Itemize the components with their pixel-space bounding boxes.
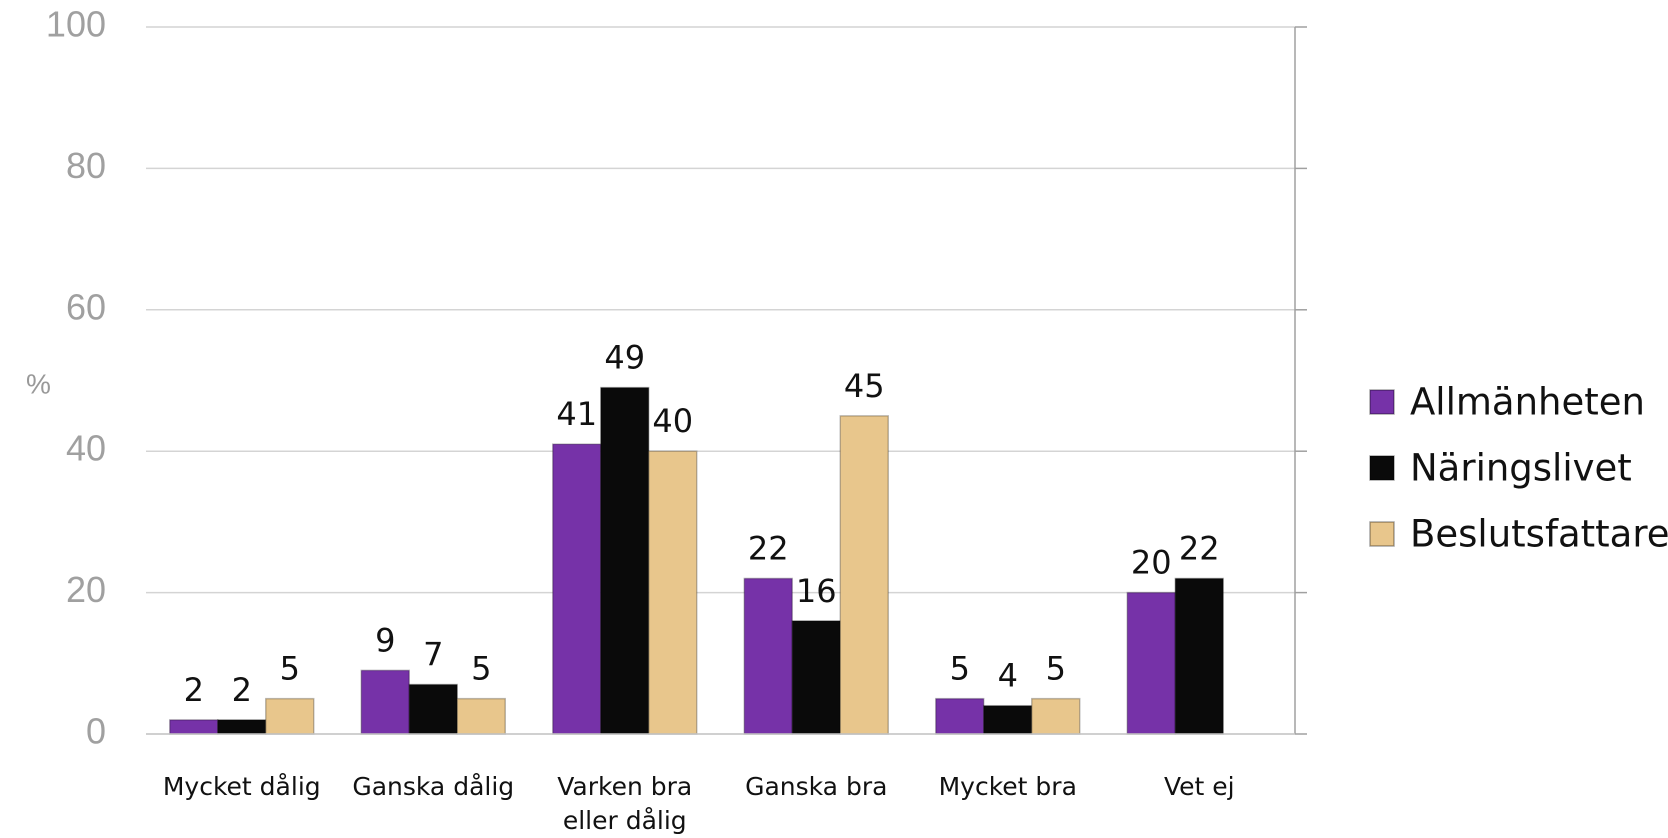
data-label: 22	[1179, 529, 1220, 567]
data-label: 41	[556, 395, 597, 433]
data-label: 2	[184, 671, 204, 709]
bar	[935, 697, 985, 735]
bar	[600, 386, 650, 735]
bar	[1126, 591, 1176, 735]
x-tick-label: Mycket dålig	[162, 772, 321, 801]
data-label: 20	[1131, 544, 1172, 582]
bar	[265, 697, 315, 735]
bar	[791, 620, 841, 735]
x-tick-label: Ganska dålig	[352, 772, 515, 801]
data-label: 40	[652, 402, 693, 440]
legend-label: Allmänheten	[1410, 381, 1645, 424]
bar	[456, 697, 506, 735]
bar	[1031, 697, 1081, 735]
data-label: 22	[748, 529, 789, 567]
data-label: 4	[998, 657, 1018, 695]
bar	[839, 415, 889, 735]
legend-label: Näringslivet	[1410, 447, 1632, 490]
legend-swatch	[1369, 389, 1395, 415]
x-tick-label: Varken bra eller dålig	[557, 772, 693, 835]
data-label: 5	[950, 650, 970, 688]
legend-swatch	[1369, 521, 1395, 547]
bar	[983, 704, 1033, 735]
data-label: 9	[375, 621, 395, 659]
bar	[648, 450, 698, 735]
y-tick-label: 20	[66, 569, 106, 610]
y-axis-label: %	[26, 368, 51, 399]
y-tick-label: 0	[86, 711, 106, 752]
data-label: 16	[796, 572, 837, 610]
x-tick-label: Vet ej	[1163, 772, 1235, 801]
data-label: 7	[423, 636, 443, 674]
bar	[217, 719, 267, 735]
data-label: 5	[280, 650, 300, 688]
data-label: 5	[471, 650, 491, 688]
y-tick-label: 100	[46, 4, 106, 45]
data-label: 45	[844, 367, 885, 405]
bar	[408, 683, 458, 735]
x-tick-label: Mycket bra	[938, 772, 1077, 801]
y-tick-label: 80	[66, 145, 106, 186]
bar	[169, 719, 219, 735]
bar	[1174, 577, 1224, 735]
y-tick-label: 60	[66, 286, 106, 327]
x-tick-label: Ganska bra	[745, 772, 888, 801]
legend-label: Beslutsfattare	[1410, 513, 1668, 556]
bar	[552, 443, 602, 735]
data-label: 2	[232, 671, 252, 709]
bar	[360, 669, 410, 735]
bar	[743, 577, 793, 735]
data-label: 5	[1046, 650, 1066, 688]
data-label: 49	[604, 339, 645, 377]
y-tick-label: 40	[66, 428, 106, 469]
legend-swatch	[1369, 455, 1395, 481]
